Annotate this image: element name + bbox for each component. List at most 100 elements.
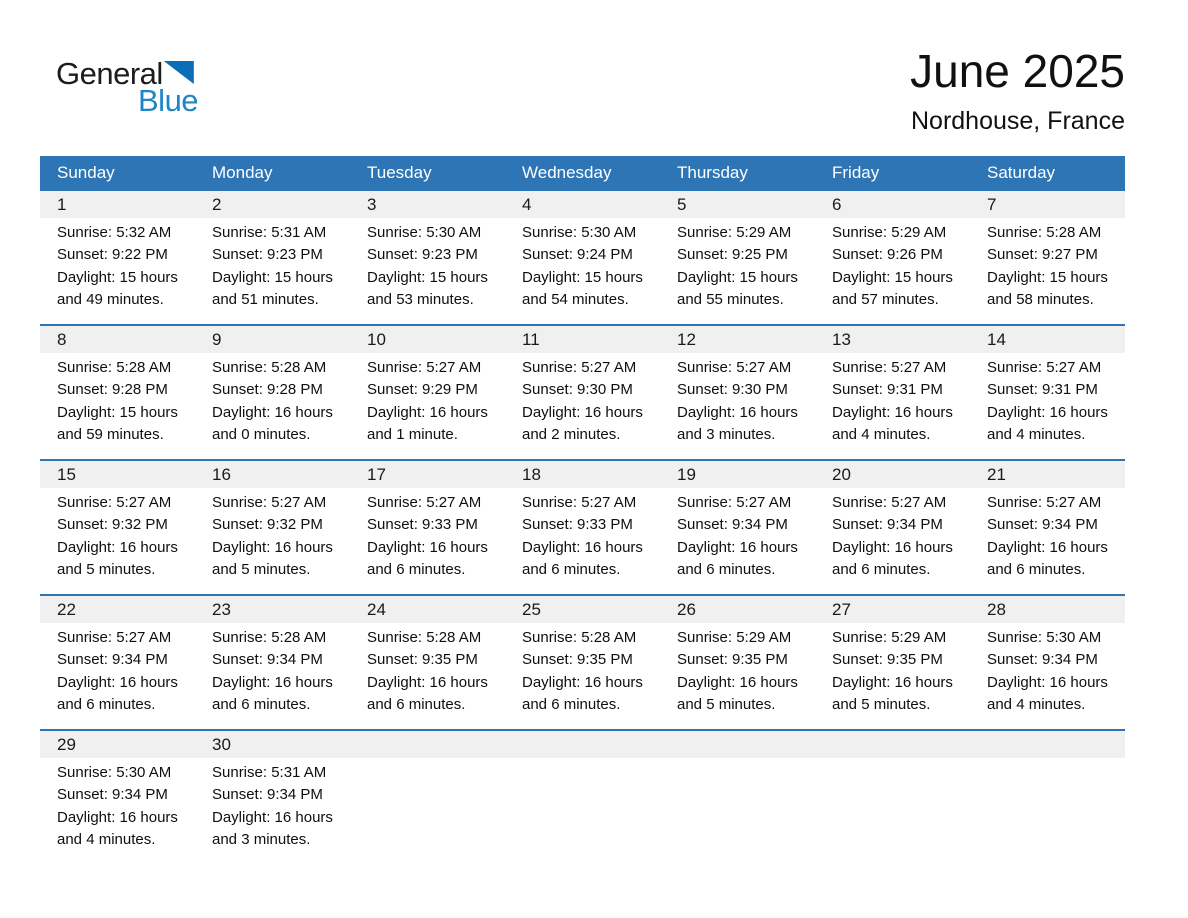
day-cell: 7 Sunrise: 5:28 AM Sunset: 9:27 PM Dayli… <box>970 191 1125 324</box>
day-number: 22 <box>40 596 195 623</box>
day-info <box>970 758 1125 762</box>
day-info: Sunrise: 5:29 AM Sunset: 9:35 PM Dayligh… <box>660 623 815 717</box>
day-cell: 26 Sunrise: 5:29 AM Sunset: 9:35 PM Dayl… <box>660 596 815 729</box>
day-cell: 21 Sunrise: 5:27 AM Sunset: 9:34 PM Dayl… <box>970 461 1125 594</box>
sunset-text: Sunset: 9:31 PM <box>987 381 1098 399</box>
sunset-text: Sunset: 9:30 PM <box>522 381 633 399</box>
general-blue-logo: General Blue <box>56 56 199 118</box>
sunrise-text: Sunrise: 5:30 AM <box>522 224 637 241</box>
sunset-text: Sunset: 9:35 PM <box>832 651 943 669</box>
day-number: 27 <box>815 596 970 623</box>
daylight-text: Daylight: 15 hours and 53 minutes. <box>367 268 488 309</box>
week-row: 22 Sunrise: 5:27 AM Sunset: 9:34 PM Dayl… <box>40 594 1125 729</box>
page-header: General Blue June 2025 Nordhouse, France <box>0 0 1188 156</box>
day-info: Sunrise: 5:28 AM Sunset: 9:28 PM Dayligh… <box>40 353 195 447</box>
daylight-text: Daylight: 16 hours and 5 minutes. <box>677 673 798 714</box>
day-cell: 19 Sunrise: 5:27 AM Sunset: 9:34 PM Dayl… <box>660 461 815 594</box>
day-info <box>350 758 505 762</box>
day-cell: 4 Sunrise: 5:30 AM Sunset: 9:24 PM Dayli… <box>505 191 660 324</box>
day-info: Sunrise: 5:27 AM Sunset: 9:29 PM Dayligh… <box>350 353 505 447</box>
daylight-text: Daylight: 16 hours and 6 minutes. <box>832 538 953 579</box>
sunset-text: Sunset: 9:32 PM <box>212 516 323 534</box>
day-number: 9 <box>195 326 350 353</box>
sunset-text: Sunset: 9:34 PM <box>987 516 1098 534</box>
day-number <box>350 731 505 758</box>
weekday-header-saturday: Saturday <box>987 163 1056 182</box>
day-number <box>970 731 1125 758</box>
day-info: Sunrise: 5:30 AM Sunset: 9:24 PM Dayligh… <box>505 218 660 312</box>
day-info <box>815 758 970 762</box>
sunrise-text: Sunrise: 5:27 AM <box>212 494 327 511</box>
daylight-text: Daylight: 16 hours and 1 minute. <box>367 403 488 444</box>
daylight-text: Daylight: 16 hours and 0 minutes. <box>212 403 333 444</box>
day-cell: 12 Sunrise: 5:27 AM Sunset: 9:30 PM Dayl… <box>660 326 815 459</box>
day-number: 1 <box>40 191 195 218</box>
sunset-text: Sunset: 9:25 PM <box>677 246 788 264</box>
day-cell: 3 Sunrise: 5:30 AM Sunset: 9:23 PM Dayli… <box>350 191 505 324</box>
sunrise-text: Sunrise: 5:31 AM <box>212 224 327 241</box>
sunset-text: Sunset: 9:34 PM <box>832 516 943 534</box>
day-number: 28 <box>970 596 1125 623</box>
week-row: 8 Sunrise: 5:28 AM Sunset: 9:28 PM Dayli… <box>40 324 1125 459</box>
sunset-text: Sunset: 9:35 PM <box>522 651 633 669</box>
daylight-text: Daylight: 16 hours and 2 minutes. <box>522 403 643 444</box>
daylight-text: Daylight: 15 hours and 57 minutes. <box>832 268 953 309</box>
sunset-text: Sunset: 9:28 PM <box>57 381 168 399</box>
day-number <box>660 731 815 758</box>
day-cell: 24 Sunrise: 5:28 AM Sunset: 9:35 PM Dayl… <box>350 596 505 729</box>
sunrise-text: Sunrise: 5:27 AM <box>522 359 637 376</box>
logo-general-text: General <box>56 56 163 91</box>
day-info: Sunrise: 5:29 AM Sunset: 9:35 PM Dayligh… <box>815 623 970 717</box>
week-row: 29 Sunrise: 5:30 AM Sunset: 9:34 PM Dayl… <box>40 729 1125 864</box>
sunset-text: Sunset: 9:33 PM <box>522 516 633 534</box>
day-cell <box>660 731 815 864</box>
sunrise-text: Sunrise: 5:27 AM <box>367 359 482 376</box>
day-number: 6 <box>815 191 970 218</box>
day-info: Sunrise: 5:27 AM Sunset: 9:30 PM Dayligh… <box>505 353 660 447</box>
day-info: Sunrise: 5:32 AM Sunset: 9:22 PM Dayligh… <box>40 218 195 312</box>
day-info: Sunrise: 5:27 AM Sunset: 9:30 PM Dayligh… <box>660 353 815 447</box>
day-info: Sunrise: 5:27 AM Sunset: 9:34 PM Dayligh… <box>40 623 195 717</box>
day-number: 15 <box>40 461 195 488</box>
day-info: Sunrise: 5:27 AM Sunset: 9:31 PM Dayligh… <box>815 353 970 447</box>
day-info: Sunrise: 5:28 AM Sunset: 9:35 PM Dayligh… <box>505 623 660 717</box>
day-number: 7 <box>970 191 1125 218</box>
day-number: 26 <box>660 596 815 623</box>
day-cell: 13 Sunrise: 5:27 AM Sunset: 9:31 PM Dayl… <box>815 326 970 459</box>
sunrise-text: Sunrise: 5:28 AM <box>212 629 327 646</box>
sunrise-text: Sunrise: 5:28 AM <box>57 359 172 376</box>
weekday-header-row: Sunday Monday Tuesday Wednesday Thursday… <box>40 156 1125 189</box>
sunrise-text: Sunrise: 5:29 AM <box>832 629 947 646</box>
sunrise-text: Sunrise: 5:27 AM <box>522 494 637 511</box>
day-number: 14 <box>970 326 1125 353</box>
daylight-text: Daylight: 16 hours and 6 minutes. <box>522 673 643 714</box>
day-number: 3 <box>350 191 505 218</box>
logo-word-blue: Blue <box>138 83 199 118</box>
daylight-text: Daylight: 16 hours and 6 minutes. <box>212 673 333 714</box>
day-cell: 27 Sunrise: 5:29 AM Sunset: 9:35 PM Dayl… <box>815 596 970 729</box>
day-number: 21 <box>970 461 1125 488</box>
sunset-text: Sunset: 9:35 PM <box>367 651 478 669</box>
sunrise-text: Sunrise: 5:30 AM <box>57 764 172 781</box>
day-cell <box>505 731 660 864</box>
day-info: Sunrise: 5:27 AM Sunset: 9:34 PM Dayligh… <box>970 488 1125 582</box>
day-cell: 2 Sunrise: 5:31 AM Sunset: 9:23 PM Dayli… <box>195 191 350 324</box>
day-info: Sunrise: 5:28 AM Sunset: 9:35 PM Dayligh… <box>350 623 505 717</box>
day-info: Sunrise: 5:28 AM Sunset: 9:27 PM Dayligh… <box>970 218 1125 312</box>
logo-triangle-icon <box>163 61 194 84</box>
day-cell: 15 Sunrise: 5:27 AM Sunset: 9:32 PM Dayl… <box>40 461 195 594</box>
day-cell: 11 Sunrise: 5:27 AM Sunset: 9:30 PM Dayl… <box>505 326 660 459</box>
month-title: June 2025 <box>910 45 1125 97</box>
day-number: 24 <box>350 596 505 623</box>
sunrise-text: Sunrise: 5:29 AM <box>677 224 792 241</box>
sunrise-text: Sunrise: 5:29 AM <box>677 629 792 646</box>
daylight-text: Daylight: 16 hours and 6 minutes. <box>677 538 798 579</box>
weekday-header-friday: Friday <box>832 163 880 182</box>
day-number <box>505 731 660 758</box>
sunrise-text: Sunrise: 5:28 AM <box>987 224 1102 241</box>
week-row: 15 Sunrise: 5:27 AM Sunset: 9:32 PM Dayl… <box>40 459 1125 594</box>
daylight-text: Daylight: 16 hours and 3 minutes. <box>212 808 333 849</box>
sunrise-text: Sunrise: 5:30 AM <box>367 224 482 241</box>
sunrise-text: Sunrise: 5:32 AM <box>57 224 172 241</box>
day-info <box>660 758 815 762</box>
